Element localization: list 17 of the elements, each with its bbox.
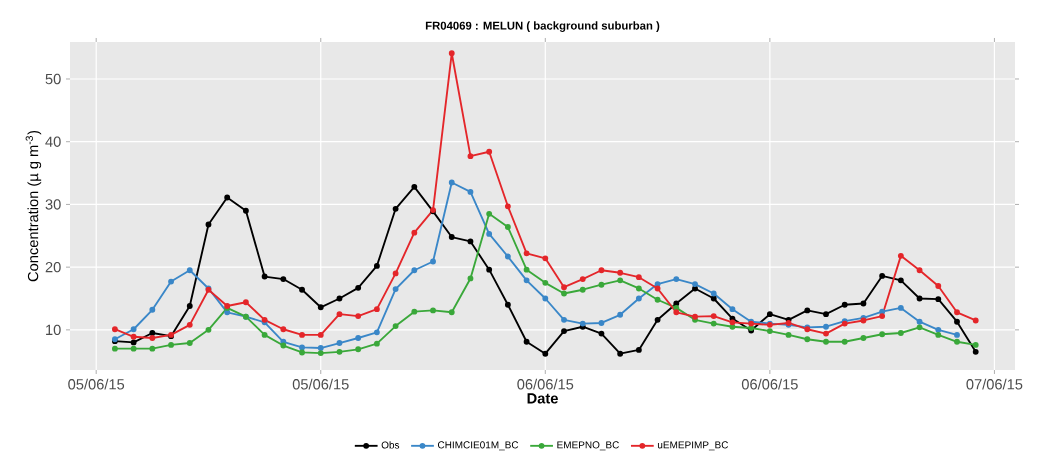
legend-label: EMEPNO_BC <box>557 441 619 451</box>
x-tick-label: 05/06/15 <box>68 378 125 390</box>
y-axis-title: Concentration (µ g m$^{-3}$) <box>25 130 42 282</box>
y-tick-label: 40 <box>45 136 61 147</box>
x-axis-title: Date <box>527 393 558 404</box>
x-tick-label: 07/06/15 <box>966 378 1023 390</box>
legend-label: Obs <box>381 441 400 449</box>
x-tick-label: 05/06/15 <box>292 378 349 390</box>
y-tick-label: 30 <box>45 199 61 210</box>
x-tick-label: 06/06/15 <box>741 378 798 390</box>
legend-label: CHIMCIE01M_BC <box>437 441 519 451</box>
chart-title: FR04069 : MELUN ( background suburban ) <box>425 21 660 32</box>
x-tick-label: 06/06/15 <box>517 378 574 390</box>
legend-label: uEMEPIMP_BC <box>657 441 729 451</box>
y-tick-label: 20 <box>45 261 61 273</box>
y-tick-label: 50 <box>45 73 61 85</box>
y-tick-label: 10 <box>46 324 61 336</box>
